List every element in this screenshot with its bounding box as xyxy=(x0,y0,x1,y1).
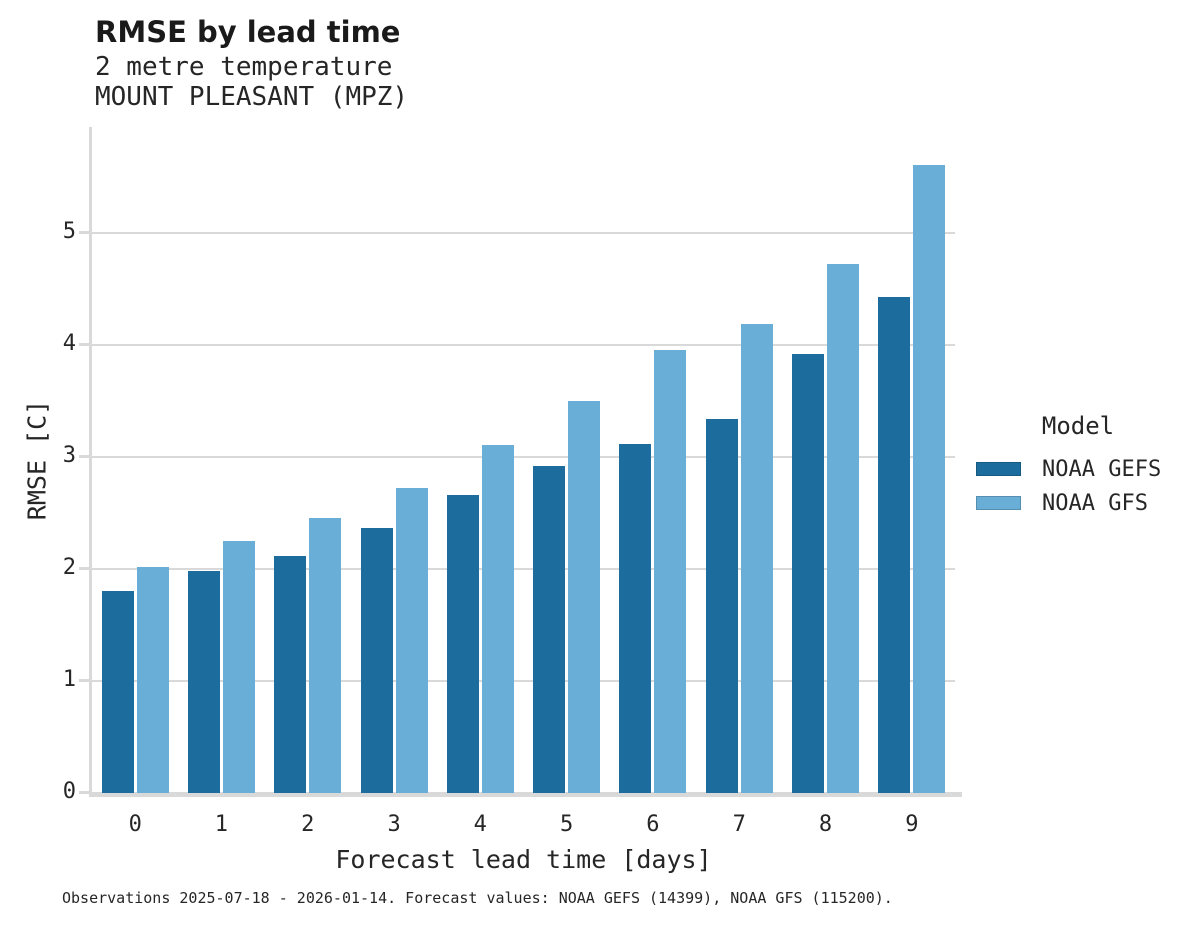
y-tick-4 xyxy=(79,343,92,346)
y-tick-label-2: 2 xyxy=(62,555,76,580)
gridline-y-2 xyxy=(92,568,955,570)
legend-title: Model xyxy=(1041,412,1115,440)
x-tick-label-9: 9 xyxy=(905,812,919,837)
y-tick-label-1: 1 xyxy=(62,667,76,692)
y-tick-label-3: 3 xyxy=(62,443,76,468)
chart-subtitle-station: MOUNT PLEASANT (MPZ) xyxy=(95,82,409,112)
x-tick-label-2: 2 xyxy=(301,812,315,837)
y-tick-label-0: 0 xyxy=(62,779,76,804)
legend-item-noaa-gfs: NOAA GFS xyxy=(976,486,1180,520)
bar-noaa-gfs-lead-6 xyxy=(654,349,687,793)
bar-noaa-gfs-lead-3 xyxy=(395,488,428,793)
legend: Model NOAA GEFS NOAA GFS xyxy=(976,412,1180,520)
y-tick-3 xyxy=(79,455,92,458)
bar-noaa-gfs-lead-9 xyxy=(913,164,946,793)
gridline-y-5 xyxy=(92,232,955,234)
x-tick-label-4: 4 xyxy=(473,812,487,837)
y-axis-line xyxy=(89,127,92,796)
x-tick-label-7: 7 xyxy=(732,812,746,837)
y-axis-title: RMSE [C] xyxy=(22,399,52,521)
y-tick-5 xyxy=(79,231,92,234)
bar-noaa-gefs-lead-9 xyxy=(878,296,911,793)
legend-swatch-noaa-gefs xyxy=(976,462,1021,476)
y-tick-1 xyxy=(79,679,92,682)
gridline-y-4 xyxy=(92,344,955,346)
legend-swatch-noaa-gfs xyxy=(976,496,1021,510)
bar-noaa-gefs-lead-0 xyxy=(101,591,134,793)
bar-noaa-gfs-lead-0 xyxy=(136,566,169,793)
bar-noaa-gefs-lead-1 xyxy=(187,571,220,793)
bar-noaa-gfs-lead-7 xyxy=(740,323,773,793)
bar-noaa-gfs-lead-4 xyxy=(481,444,514,793)
legend-label-noaa-gefs: NOAA GEFS xyxy=(1042,456,1162,482)
bar-noaa-gefs-lead-2 xyxy=(274,555,307,793)
bar-noaa-gefs-lead-7 xyxy=(705,418,738,793)
x-axis-title: Forecast lead time [days] xyxy=(335,845,712,874)
bar-noaa-gfs-lead-2 xyxy=(309,517,342,793)
x-axis-line xyxy=(89,792,962,797)
y-tick-label-4: 4 xyxy=(62,331,76,356)
x-tick-label-5: 5 xyxy=(559,812,574,837)
legend-items: NOAA GEFS NOAA GFS xyxy=(976,452,1180,520)
bar-noaa-gfs-lead-5 xyxy=(568,401,601,793)
bar-noaa-gefs-lead-6 xyxy=(619,443,652,793)
gridline-y-1 xyxy=(92,680,955,682)
x-tick-label-3: 3 xyxy=(387,812,401,837)
caption: Observations 2025-07-18 - 2026-01-14. Fo… xyxy=(62,889,893,907)
legend-item-noaa-gefs: NOAA GEFS xyxy=(976,452,1180,486)
bar-noaa-gfs-lead-8 xyxy=(827,264,859,793)
chart-title: RMSE by lead time xyxy=(95,15,401,49)
y-tick-label-5: 5 xyxy=(62,219,76,244)
gridline-y-3 xyxy=(92,456,955,458)
chart-subtitle-variable: 2 metre temperature xyxy=(95,52,393,82)
y-tick-2 xyxy=(79,567,92,570)
plot-area xyxy=(92,127,955,793)
x-tick-label-6: 6 xyxy=(646,812,660,837)
bar-noaa-gfs-lead-1 xyxy=(222,541,255,793)
bar-noaa-gefs-lead-8 xyxy=(792,354,824,793)
x-tick-label-0: 0 xyxy=(128,812,142,837)
x-tick-label-1: 1 xyxy=(214,812,229,837)
x-tick-label-8: 8 xyxy=(818,812,833,837)
bar-noaa-gefs-lead-5 xyxy=(533,466,566,793)
legend-label-noaa-gfs: NOAA GFS xyxy=(1042,490,1148,516)
bar-noaa-gefs-lead-4 xyxy=(446,495,479,793)
bar-noaa-gefs-lead-3 xyxy=(360,527,393,793)
y-tick-0 xyxy=(79,791,92,794)
